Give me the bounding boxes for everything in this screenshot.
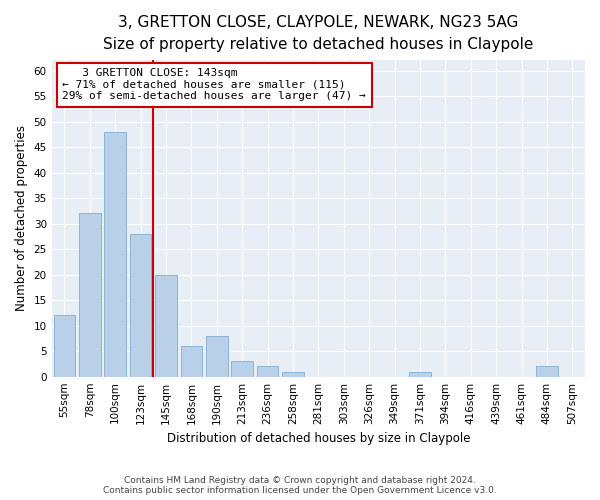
Bar (282, 372, 304, 376)
Bar (53, 316, 75, 376)
Bar (130, 234, 151, 376)
Y-axis label: Number of detached properties: Number of detached properties (15, 126, 28, 312)
Bar (79, 214, 101, 376)
Text: Contains HM Land Registry data © Crown copyright and database right 2024.
Contai: Contains HM Land Registry data © Crown c… (103, 476, 497, 495)
Bar (104, 132, 126, 376)
Bar (155, 274, 177, 376)
Text: 3 GRETTON CLOSE: 143sqm
← 71% of detached houses are smaller (115)
29% of semi-d: 3 GRETTON CLOSE: 143sqm ← 71% of detache… (62, 68, 366, 102)
Bar (257, 366, 278, 376)
Bar (536, 366, 557, 376)
Title: 3, GRETTON CLOSE, CLAYPOLE, NEWARK, NG23 5AG
Size of property relative to detach: 3, GRETTON CLOSE, CLAYPOLE, NEWARK, NG23… (103, 15, 533, 52)
Bar (232, 362, 253, 376)
X-axis label: Distribution of detached houses by size in Claypole: Distribution of detached houses by size … (167, 432, 470, 445)
Bar (206, 336, 227, 376)
Bar (181, 346, 202, 376)
Bar (409, 372, 431, 376)
